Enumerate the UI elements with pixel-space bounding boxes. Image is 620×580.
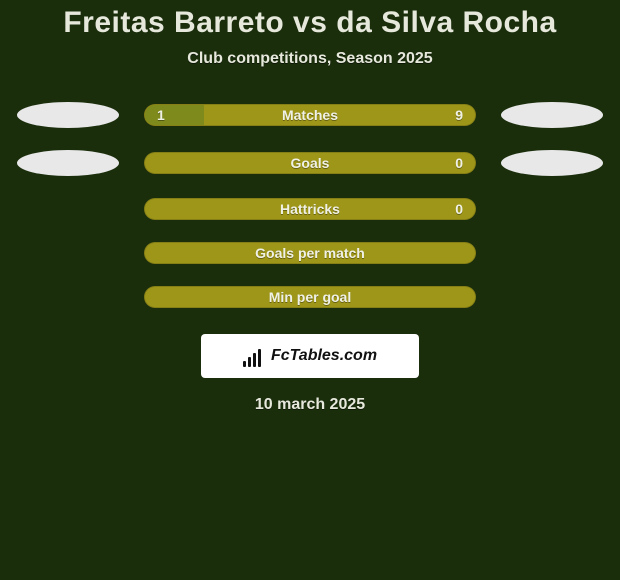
player-avatar-right bbox=[501, 150, 603, 176]
stat-bar-inner: Goals per match bbox=[145, 243, 475, 263]
page-title: Freitas Barreto vs da Silva Rocha bbox=[63, 6, 556, 40]
stat-label: Goals per match bbox=[255, 245, 365, 261]
stat-label: Hattricks bbox=[280, 201, 340, 217]
stat-bar: Goals per match bbox=[144, 242, 476, 264]
stat-right-value: 0 bbox=[455, 201, 463, 217]
stat-row: Goals per match bbox=[0, 242, 620, 264]
stat-rows: 1 Matches 9 Goals 0 Hattricks 0 Goals per match… bbox=[0, 102, 620, 308]
stat-label: Min per goal bbox=[269, 289, 351, 305]
player-left-slot bbox=[8, 102, 128, 128]
stat-right-value: 9 bbox=[455, 107, 463, 123]
stat-row: Min per goal bbox=[0, 286, 620, 308]
stat-row: 1 Matches 9 bbox=[0, 102, 620, 128]
player-left-slot bbox=[8, 150, 128, 176]
stat-label: Matches bbox=[282, 107, 338, 123]
date-label: 10 march 2025 bbox=[255, 396, 365, 414]
stat-label: Goals bbox=[291, 155, 330, 171]
stat-bar-inner: Goals 0 bbox=[145, 153, 475, 173]
logo-box[interactable]: FcTables.com bbox=[201, 334, 419, 378]
stat-bar: Min per goal bbox=[144, 286, 476, 308]
player-right-slot bbox=[492, 102, 612, 128]
stat-right-value: 0 bbox=[455, 155, 463, 171]
player-avatar-left bbox=[17, 150, 119, 176]
page-subtitle: Club competitions, Season 2025 bbox=[187, 50, 432, 68]
stat-bar-inner: 1 Matches 9 bbox=[145, 105, 475, 125]
stat-row: Hattricks 0 bbox=[0, 198, 620, 220]
player-right-slot bbox=[492, 150, 612, 176]
stat-bar-inner: Hattricks 0 bbox=[145, 199, 475, 219]
stat-bar-inner: Min per goal bbox=[145, 287, 475, 307]
player-avatar-right bbox=[501, 102, 603, 128]
stat-row: Goals 0 bbox=[0, 150, 620, 176]
bar-chart-icon bbox=[243, 345, 265, 367]
comparison-card: Freitas Barreto vs da Silva Rocha Club c… bbox=[0, 0, 620, 580]
stat-bar: 1 Matches 9 bbox=[144, 104, 476, 126]
player-avatar-left bbox=[17, 102, 119, 128]
stat-bar: Hattricks 0 bbox=[144, 198, 476, 220]
stat-bar: Goals 0 bbox=[144, 152, 476, 174]
logo-text: FcTables.com bbox=[271, 347, 377, 365]
stat-left-value: 1 bbox=[157, 107, 165, 123]
